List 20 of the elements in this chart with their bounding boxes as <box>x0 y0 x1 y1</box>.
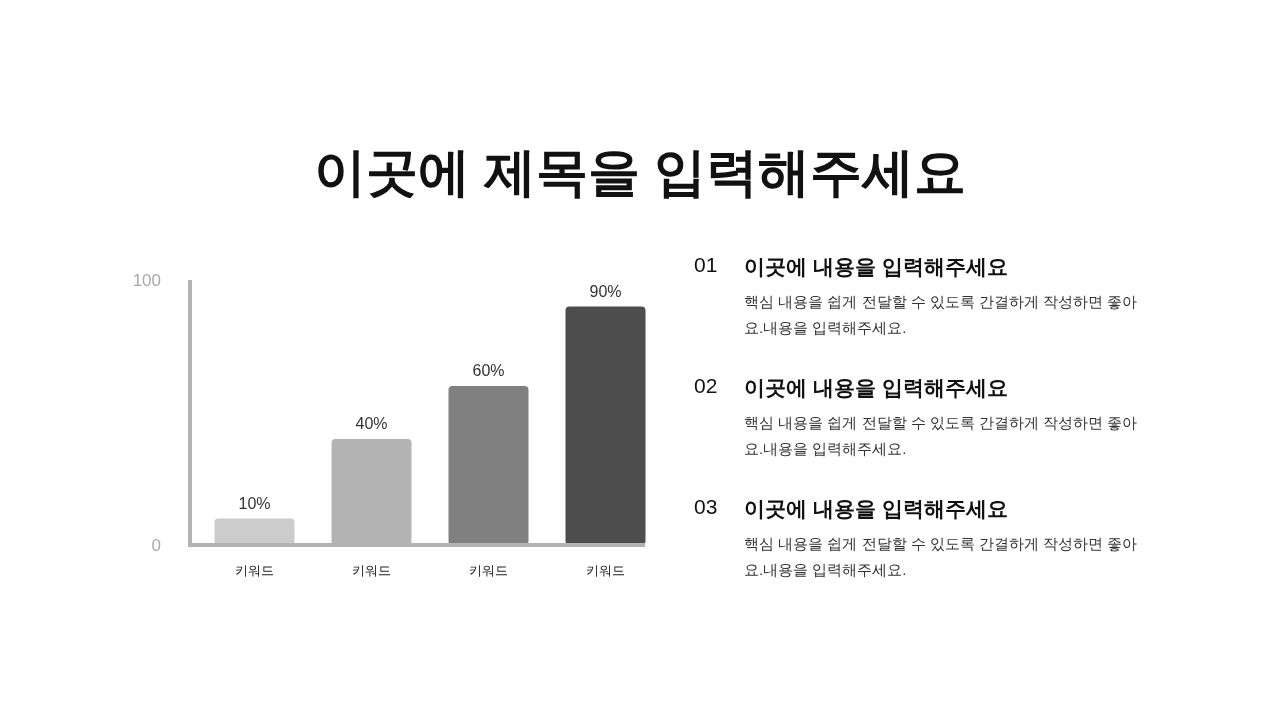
y-tick-label: 100 <box>132 271 161 290</box>
text: 02 <box>694 374 718 398</box>
text: 01 <box>694 253 718 277</box>
data-label: 60% <box>472 362 505 379</box>
title: 이곳에 제목을 입력해주세요 <box>312 142 968 203</box>
text: 03 <box>694 495 718 519</box>
data-label: 90% <box>589 282 622 300</box>
text: 핵심 내용을 쉽게 전달할 수 있도록 간결하게 작성하면 좋아요.내용을 입력해주세요. <box>744 534 1139 580</box>
text: 핵심 내용을 쉽게 전달할 수 있도록 간결하게 작성하면 좋아요.내용을 입력해주세요. <box>744 292 1139 338</box>
text: 이곳에 내용을 입력해주세요 <box>744 254 1008 280</box>
x-tick-label: 키워드 <box>352 563 391 578</box>
y-tick-label: 0 <box>151 536 161 555</box>
data-label: 40% <box>355 415 388 432</box>
data-label: 10% <box>238 494 271 512</box>
x-tick-label: 키워드 <box>235 563 274 578</box>
x-tick-label: 키워드 <box>469 563 508 578</box>
x-tick-label: 키워드 <box>586 563 625 578</box>
text: 이곳에 내용을 입력해주세요 <box>744 496 1008 522</box>
text: 핵심 내용을 쉽게 전달할 수 있도록 간결하게 작성하면 좋아요.내용을 입력해주세요. <box>744 413 1139 459</box>
text: 이곳에 내용을 입력해주세요 <box>744 375 1008 401</box>
